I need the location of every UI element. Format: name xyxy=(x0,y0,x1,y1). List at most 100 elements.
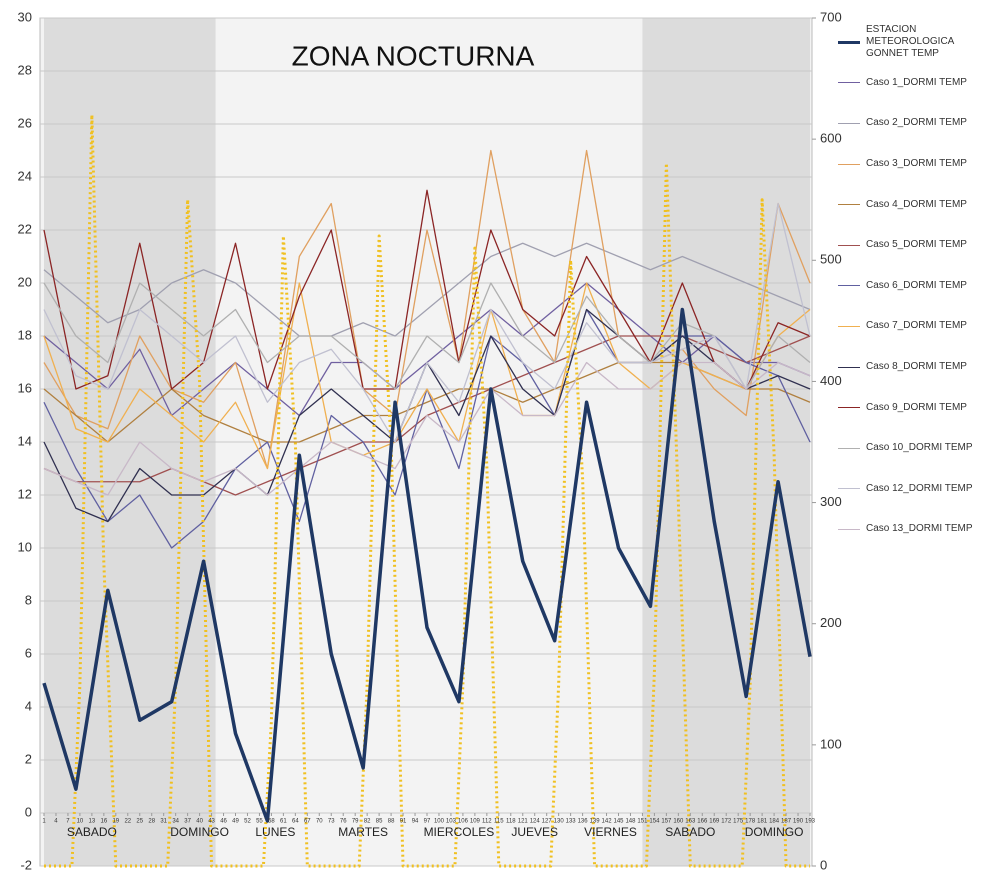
x-tick-label: 127 xyxy=(542,819,553,825)
y-tick-label: 16 xyxy=(18,380,32,395)
x-tick-label: 31 xyxy=(160,819,167,825)
x-tick-label: 1 xyxy=(42,819,46,825)
x-tick-label: 166 xyxy=(697,819,708,825)
x-tick-label: 82 xyxy=(364,819,371,825)
x-tick-label: 67 xyxy=(304,819,311,825)
day-label: VIERNES xyxy=(584,825,637,839)
legend-swatch xyxy=(838,528,860,530)
x-tick-label: 79 xyxy=(352,819,359,825)
x-tick-label: 58 xyxy=(268,819,275,825)
x-tick-label: 181 xyxy=(757,819,768,825)
x-tick-label: 130 xyxy=(554,819,565,825)
x-tick-label: 175 xyxy=(733,819,744,825)
day-label: DOMINGO xyxy=(170,825,229,839)
x-tick-label: 157 xyxy=(661,819,672,825)
legend-entry: Caso 3_DORMI TEMP xyxy=(838,144,987,185)
legend-label: Caso 7_DORMI TEMP xyxy=(866,320,967,332)
y2-tick-label: 200 xyxy=(820,615,842,630)
legend-label: Caso 2_DORMI TEMP xyxy=(866,117,967,129)
y-tick-label: 14 xyxy=(18,433,32,448)
x-tick-label: 7 xyxy=(66,819,70,825)
labels: -202468101214161820222426283001002003004… xyxy=(18,9,842,872)
x-tick-label: 37 xyxy=(184,819,191,825)
legend-label: Caso 1_DORMI TEMP xyxy=(866,76,967,88)
y-tick-label: 20 xyxy=(18,274,32,289)
legend-label: Caso 10_DORMI TEMP xyxy=(866,442,973,454)
y-tick-label: 24 xyxy=(18,168,32,183)
chart-title: ZONA NOCTURNA xyxy=(292,40,535,71)
y2-tick-label: 300 xyxy=(820,494,842,509)
x-tick-label: 184 xyxy=(769,819,780,825)
y2-tick-label: 600 xyxy=(820,131,842,146)
x-tick-label: 61 xyxy=(280,819,287,825)
legend-entry: Caso 8_DORMI TEMP xyxy=(838,347,987,388)
x-tick-label: 64 xyxy=(292,819,299,825)
x-tick-label: 169 xyxy=(709,819,720,825)
y-tick-label: 4 xyxy=(25,698,32,713)
legend-entry: ESTACION METEOROLOGICA GONNET TEMP xyxy=(838,22,987,63)
plot xyxy=(42,113,812,868)
x-tick-label: 94 xyxy=(412,819,419,825)
x-tick-label: 160 xyxy=(673,819,684,825)
x-tick-label: 85 xyxy=(376,819,383,825)
legend-entry: Caso 10_DORMI TEMP xyxy=(838,428,987,469)
legend-label: Caso 5_DORMI TEMP xyxy=(866,239,967,251)
x-tick-label: 52 xyxy=(244,819,251,825)
x-tick-label: 145 xyxy=(613,819,624,825)
legend-swatch xyxy=(838,285,860,287)
y-tick-label: 8 xyxy=(25,592,32,607)
day-label: LUNES xyxy=(255,825,295,839)
x-tick-label: 133 xyxy=(566,819,577,825)
x-tick-label: 100 xyxy=(434,819,445,825)
day-label: SABADO xyxy=(67,825,117,839)
legend-label: Caso 3_DORMI TEMP xyxy=(866,158,967,170)
x-tick-label: 28 xyxy=(148,819,155,825)
legend-swatch xyxy=(838,325,860,327)
x-tick-label: 172 xyxy=(721,819,732,825)
legend-label: Caso 9_DORMI TEMP xyxy=(866,401,967,413)
series-line xyxy=(43,202,811,443)
day-label: JUEVES xyxy=(511,825,558,839)
legend-entry: Caso 6_DORMI TEMP xyxy=(838,266,987,307)
x-tick-label: 178 xyxy=(745,819,756,825)
legend-swatch xyxy=(838,122,860,124)
series-line xyxy=(43,361,811,496)
legend-entry: Caso 5_DORMI TEMP xyxy=(838,225,987,266)
grid xyxy=(40,17,812,867)
x-tick-label: 55 xyxy=(256,819,263,825)
legend-swatch xyxy=(838,82,860,84)
y2-tick-label: 100 xyxy=(820,736,842,751)
legend-swatch xyxy=(838,407,860,409)
x-tick-label: 103 xyxy=(446,819,457,825)
x-tick-label: 106 xyxy=(458,819,469,825)
day-label: MARTES xyxy=(338,825,388,839)
legend-label: Caso 12_DORMI TEMP xyxy=(866,482,973,494)
x-tick-label: 118 xyxy=(506,819,516,825)
legend-swatch xyxy=(838,366,860,368)
y-tick-label: 2 xyxy=(25,751,32,766)
legend-swatch xyxy=(838,204,860,206)
legend: ESTACION METEOROLOGICA GONNET TEMP Caso 1… xyxy=(838,22,987,550)
x-tick-label: 73 xyxy=(328,819,335,825)
x-tick-label: 154 xyxy=(649,819,660,825)
legend-label: Caso 4_DORMI TEMP xyxy=(866,198,967,210)
day-label: MIERCOLES xyxy=(424,825,495,839)
y-tick-label: 6 xyxy=(25,645,32,660)
day-label: DOMINGO xyxy=(745,825,804,839)
x-tick-label: 190 xyxy=(793,819,804,825)
y-tick-label: 10 xyxy=(18,539,32,554)
legend-label: ESTACION METEOROLOGICA GONNET TEMP xyxy=(866,24,954,60)
x-tick-label: 136 xyxy=(578,819,589,825)
x-tick-label: 13 xyxy=(89,819,96,825)
y2-tick-label: 400 xyxy=(820,373,842,388)
x-tick-label: 193 xyxy=(805,819,816,825)
y2-tick-label: 700 xyxy=(820,9,842,24)
x-tick-label: 49 xyxy=(232,819,239,825)
legend-swatch xyxy=(838,488,860,490)
x-tick-label: 109 xyxy=(470,819,481,825)
y-tick-label: 26 xyxy=(18,115,32,130)
x-tick-label: 16 xyxy=(101,819,108,825)
day-label: SABADO xyxy=(665,825,715,839)
